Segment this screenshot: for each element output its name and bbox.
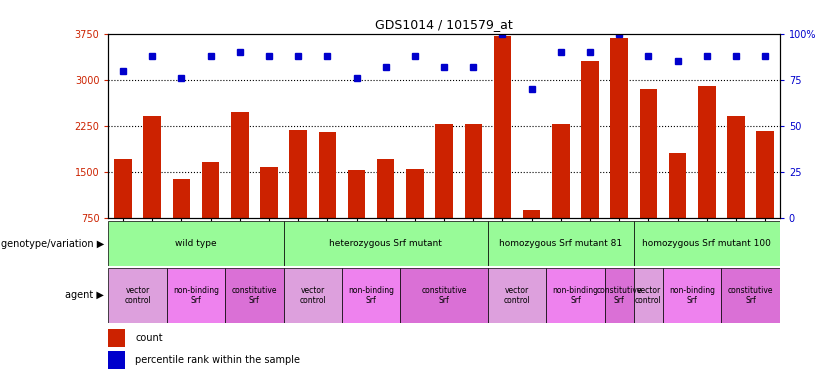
Bar — [400, 268, 488, 322]
Bar — [167, 268, 225, 322]
Bar — [114, 159, 132, 218]
Text: constitutive
Srf: constitutive Srf — [421, 286, 467, 305]
Text: percentile rank within the sample: percentile rank within the sample — [135, 355, 300, 365]
Bar — [377, 159, 394, 218]
Text: vector
control: vector control — [299, 286, 326, 305]
Bar — [284, 268, 342, 322]
Bar — [552, 124, 570, 218]
Text: constitutive
Srf: constitutive Srf — [728, 286, 773, 305]
Text: homozygous Srf mutant 81: homozygous Srf mutant 81 — [500, 239, 622, 248]
Text: vector
control: vector control — [504, 286, 530, 305]
Text: heterozygous Srf mutant: heterozygous Srf mutant — [329, 239, 442, 248]
Bar — [640, 89, 657, 218]
Text: agent ▶: agent ▶ — [65, 290, 104, 300]
Bar — [143, 117, 161, 218]
Bar — [260, 166, 278, 218]
Bar — [108, 329, 125, 347]
Text: count: count — [135, 333, 163, 343]
Bar — [546, 268, 605, 322]
Bar — [173, 179, 190, 218]
Bar — [634, 221, 780, 266]
Bar — [698, 86, 716, 218]
Text: wild type: wild type — [175, 239, 217, 248]
Bar — [634, 268, 663, 322]
Bar — [435, 124, 453, 217]
Title: GDS1014 / 101579_at: GDS1014 / 101579_at — [375, 18, 513, 31]
Text: non-binding
Srf: non-binding Srf — [348, 286, 394, 305]
Bar — [488, 268, 546, 322]
Text: constitutive
Srf: constitutive Srf — [596, 286, 642, 305]
Bar — [669, 153, 686, 218]
Text: constitutive
Srf: constitutive Srf — [232, 286, 277, 305]
Bar — [289, 130, 307, 218]
Bar — [663, 268, 721, 322]
Text: homozygous Srf mutant 100: homozygous Srf mutant 100 — [642, 239, 771, 248]
Text: vector
control: vector control — [635, 286, 662, 305]
Text: non-binding
Srf: non-binding Srf — [173, 286, 219, 305]
Bar — [610, 38, 628, 218]
Bar — [108, 221, 284, 266]
Bar — [523, 210, 540, 218]
Bar — [108, 351, 125, 369]
Bar — [605, 268, 634, 322]
Bar — [348, 170, 365, 217]
Text: vector
control: vector control — [124, 286, 151, 305]
Bar — [284, 221, 488, 266]
Bar — [225, 268, 284, 322]
Bar — [202, 162, 219, 218]
Bar — [319, 132, 336, 218]
Bar — [756, 131, 774, 218]
Bar — [721, 268, 780, 322]
Text: non-binding
Srf: non-binding Srf — [552, 286, 599, 305]
Bar — [231, 111, 249, 218]
Bar — [342, 268, 400, 322]
Bar — [488, 221, 634, 266]
Bar — [727, 117, 745, 218]
Text: non-binding
Srf: non-binding Srf — [669, 286, 716, 305]
Bar — [581, 61, 599, 217]
Bar — [406, 168, 424, 217]
Bar — [494, 36, 511, 218]
Bar — [108, 268, 167, 322]
Text: genotype/variation ▶: genotype/variation ▶ — [1, 239, 104, 249]
Bar — [465, 124, 482, 217]
